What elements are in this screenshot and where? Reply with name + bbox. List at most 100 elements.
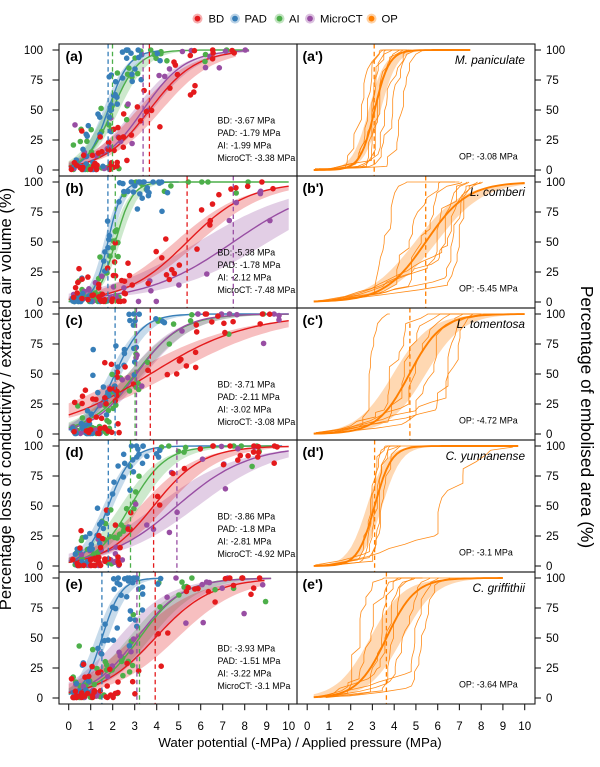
svg-text:0: 0 [546, 297, 552, 309]
svg-text:75: 75 [30, 207, 43, 219]
svg-text:25: 25 [546, 135, 559, 147]
svg-text:Percentage of embolised area: Percentage of embolised area (%) [577, 286, 597, 548]
svg-text:25: 25 [546, 663, 559, 675]
svg-text:PAD: PAD [245, 13, 267, 25]
svg-text:75: 75 [546, 339, 559, 351]
svg-text:0: 0 [546, 429, 552, 441]
svg-text:PAD: -2.11 MPa: PAD: -2.11 MPa [218, 392, 280, 402]
svg-text:50: 50 [30, 633, 43, 645]
svg-text:OP: -4.72 MPa: OP: -4.72 MPa [459, 416, 518, 426]
svg-text:25: 25 [546, 399, 559, 411]
svg-text:BD: -3.93 MPa: BD: -3.93 MPa [218, 644, 276, 654]
svg-text:0: 0 [546, 165, 552, 177]
svg-text:MicroCT: -4.92 MPa: MicroCT: -4.92 MPa [218, 549, 296, 559]
svg-text:5: 5 [175, 721, 181, 733]
svg-text:50: 50 [30, 369, 43, 381]
svg-text:(c'): (c') [303, 312, 323, 328]
svg-text:50: 50 [546, 237, 559, 249]
svg-text:BD: -5.38 MPa: BD: -5.38 MPa [218, 248, 276, 258]
svg-text:(b'): (b') [303, 180, 324, 196]
svg-text:2: 2 [109, 721, 115, 733]
svg-text:BD: -3.86 MPa: BD: -3.86 MPa [218, 512, 276, 522]
svg-text:100: 100 [546, 573, 565, 585]
svg-text:OP: -3.64 MPa: OP: -3.64 MPa [459, 680, 518, 690]
svg-text:OP: -3.1 MPa: OP: -3.1 MPa [459, 548, 513, 558]
svg-text:50: 50 [546, 105, 559, 117]
svg-text:75: 75 [546, 603, 559, 615]
svg-text:0: 0 [546, 561, 552, 573]
svg-text:10: 10 [282, 721, 295, 733]
svg-text:10: 10 [518, 721, 531, 733]
svg-text:100: 100 [24, 441, 43, 453]
svg-text:PAD: -1.51 MPa: PAD: -1.51 MPa [218, 656, 281, 666]
svg-text:Percentage loss of conductivit: Percentage loss of conductivity / extrac… [0, 188, 15, 610]
svg-text:75: 75 [30, 603, 43, 615]
svg-text:Water potential (-MPa) / Appli: Water potential (-MPa) / Applied pressur… [158, 735, 441, 750]
svg-text:OP: -5.45 MPa: OP: -5.45 MPa [459, 284, 518, 294]
svg-text:BD: -3.71 MPa: BD: -3.71 MPa [218, 380, 276, 390]
svg-text:9: 9 [500, 721, 506, 733]
svg-text:C. griffithii: C. griffithii [473, 581, 526, 595]
svg-text:7: 7 [219, 721, 225, 733]
svg-text:MicroCT: -7.48 MPa: MicroCT: -7.48 MPa [218, 285, 296, 295]
svg-text:25: 25 [30, 531, 43, 543]
svg-text:4: 4 [153, 721, 160, 733]
svg-text:0: 0 [65, 721, 71, 733]
svg-text:4: 4 [391, 721, 398, 733]
svg-text:75: 75 [30, 471, 43, 483]
svg-text:OP: -3.08 MPa: OP: -3.08 MPa [459, 152, 518, 162]
svg-text:(a): (a) [66, 48, 83, 64]
svg-text:8: 8 [478, 721, 484, 733]
svg-text:BD: BD [209, 13, 225, 25]
svg-text:(b): (b) [66, 180, 84, 196]
svg-text:100: 100 [24, 573, 43, 585]
svg-text:75: 75 [546, 471, 559, 483]
svg-text:8: 8 [241, 721, 247, 733]
svg-text:(e'): (e') [303, 576, 323, 592]
svg-text:50: 50 [30, 105, 43, 117]
svg-text:AI: -3.02 MPa: AI: -3.02 MPa [218, 405, 272, 415]
svg-text:AI: -2.12 MPa: AI: -2.12 MPa [218, 273, 272, 283]
svg-text:6: 6 [197, 721, 203, 733]
svg-text:(c): (c) [66, 312, 83, 328]
svg-text:0: 0 [37, 429, 43, 441]
svg-text:75: 75 [546, 75, 559, 87]
svg-text:PAD: -1.8 MPa: PAD: -1.8 MPa [218, 524, 276, 534]
svg-text:100: 100 [24, 177, 43, 189]
svg-text:25: 25 [546, 267, 559, 279]
svg-text:0: 0 [37, 165, 43, 177]
svg-text:MicroCT: MicroCT [320, 13, 363, 25]
svg-text:25: 25 [546, 531, 559, 543]
svg-text:100: 100 [546, 441, 565, 453]
svg-text:50: 50 [546, 369, 559, 381]
svg-text:(a'): (a') [303, 48, 323, 64]
svg-text:25: 25 [30, 663, 43, 675]
svg-text:0: 0 [37, 693, 43, 705]
svg-text:100: 100 [546, 45, 565, 57]
svg-text:25: 25 [30, 135, 43, 147]
svg-text:PAD: -1.78 MPa: PAD: -1.78 MPa [218, 260, 281, 270]
svg-text:C. yunnanense: C. yunnanense [446, 449, 526, 463]
svg-text:0: 0 [37, 561, 43, 573]
svg-text:3: 3 [369, 721, 375, 733]
svg-text:5: 5 [413, 721, 419, 733]
svg-text:50: 50 [546, 501, 559, 513]
svg-text:(e): (e) [66, 576, 83, 592]
svg-text:0: 0 [546, 693, 552, 705]
svg-text:AI: -2.81 MPa: AI: -2.81 MPa [218, 537, 272, 547]
svg-text:(d'): (d') [303, 444, 324, 460]
svg-text:L. tomentosa: L. tomentosa [457, 317, 526, 331]
svg-text:50: 50 [546, 633, 559, 645]
svg-text:25: 25 [30, 399, 43, 411]
svg-text:7: 7 [456, 721, 462, 733]
svg-text:L. comberi: L. comberi [470, 185, 525, 199]
svg-text:75: 75 [30, 75, 43, 87]
svg-text:75: 75 [30, 339, 43, 351]
svg-text:75: 75 [546, 207, 559, 219]
svg-text:9: 9 [263, 721, 269, 733]
svg-text:0: 0 [304, 721, 310, 733]
svg-text:MicroCT: -3.08 MPa: MicroCT: -3.08 MPa [218, 417, 296, 427]
svg-text:(d): (d) [66, 444, 84, 460]
svg-text:1: 1 [87, 721, 93, 733]
svg-text:0: 0 [37, 297, 43, 309]
